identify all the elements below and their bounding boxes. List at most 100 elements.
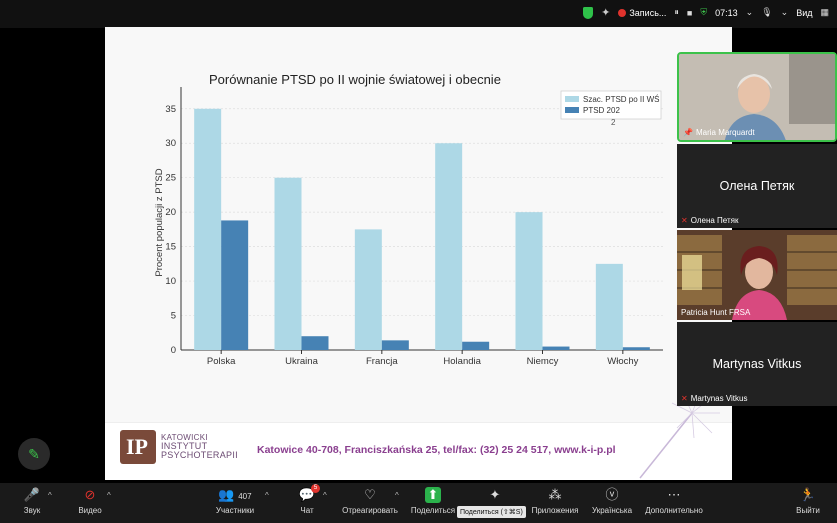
participant-display-name: Олена Петяк <box>719 179 795 193</box>
participant-name: Maria Marquardt <box>695 128 755 137</box>
x-tick-label: Niemcy <box>527 356 559 367</box>
ptsd-bar-chart: Porównanie PTSD po II wojnie światowej i… <box>154 72 663 367</box>
y-tick-label: 15 <box>165 242 176 253</box>
chevron-up-icon[interactable]: ^ <box>107 491 111 500</box>
chevron-down-icon[interactable]: ⌄ <box>745 7 754 17</box>
exit-label: Выйти <box>796 506 820 515</box>
y-tick-label: 20 <box>165 207 176 218</box>
meeting-toolbar: 🎤 Звук ^ ⊘ Видео ^ 👥 407 Участники ^ 💬 5 … <box>0 483 837 523</box>
pause-icon[interactable]: ⏸ <box>674 7 679 17</box>
camera-off-icon: ⊘ <box>84 487 96 502</box>
bar-ww2 <box>274 177 302 350</box>
mic-muted-icon: ✕ <box>681 394 688 403</box>
share-up-arrow-icon: ⬆ <box>425 487 441 503</box>
language-button[interactable]: ⓥ Українська <box>588 487 636 515</box>
bar-now <box>622 347 650 350</box>
bar-ww2 <box>194 108 222 350</box>
institute-logo: IP <box>120 430 156 464</box>
sparkle-icon: ✦ <box>489 487 501 502</box>
participant-tile-4[interactable]: Martynas Vitkus ✕ Martynas Vitkus <box>677 322 837 406</box>
x-tick-label: Włochy <box>607 356 638 367</box>
y-tick-label: 10 <box>165 276 176 287</box>
language-label: Українська <box>591 506 633 515</box>
ai-companion-button[interactable]: ✦ <box>480 487 510 506</box>
stop-icon[interactable]: ■ <box>686 7 693 18</box>
shared-screen: Porównanie PTSD po II wojnie światowej i… <box>105 27 732 480</box>
share-button[interactable]: ⬆ Поделиться <box>406 487 460 515</box>
institute-name: KATOWICKI INSTYTUT PSYCHOTERAPII <box>161 433 238 460</box>
legend-swatch <box>565 107 579 113</box>
participant-video <box>677 230 837 320</box>
audio-label: Звук <box>23 506 41 515</box>
react-label: Отреагировать <box>342 506 398 515</box>
audio-button[interactable]: 🎤 Звук <box>14 487 50 515</box>
y-tick-label: 25 <box>165 173 176 184</box>
annotate-pen-button[interactable]: ✎ <box>18 438 50 470</box>
ai-companion-icon[interactable]: ✦ <box>601 7 611 19</box>
meeting-timer: 07:13 <box>715 7 738 18</box>
address-text: Katowice 40-708, Franciszkańska 25, tel/… <box>257 444 616 456</box>
grid-view-icon[interactable]: ▦ <box>820 7 829 17</box>
x-tick-label: Holandia <box>443 356 481 367</box>
more-button[interactable]: ⋯ Дополнительно <box>642 487 706 515</box>
participants-button[interactable]: 👥 407 Участники <box>208 487 262 515</box>
chart-area: Porównanie PTSD po II wojnie światowej i… <box>105 27 732 422</box>
more-dots-icon: ⋯ <box>667 487 681 502</box>
mic-muted-icon: ✕ <box>681 216 688 225</box>
x-tick-label: Francja <box>366 356 398 367</box>
x-tick-label: Polska <box>207 356 236 367</box>
bar-now <box>542 346 570 350</box>
share-tooltip: Поделиться (⇧⌘S) <box>457 506 526 518</box>
slide-footer: IP KATOWICKI INSTYTUT PSYCHOTERAPII Kato… <box>105 387 732 480</box>
legend-label-wrap: 2 <box>611 118 616 127</box>
chevron-up-icon[interactable]: ^ <box>48 491 52 500</box>
chat-icon: 💬 5 <box>298 484 320 503</box>
legend-label: Szac. PTSD po II WŚ <box>583 95 659 104</box>
chevron-up-icon[interactable]: ^ <box>323 491 327 500</box>
video-button[interactable]: ⊘ Видео <box>70 487 110 515</box>
bar-now <box>301 336 329 350</box>
participant-tile-3[interactable]: Patricia Hunt FRSA <box>677 230 837 320</box>
heart-icon: ♡ <box>364 487 376 502</box>
participant-tile-2[interactable]: Олена Петяк ✕ Олена Петяк <box>677 144 837 228</box>
participant-display-name: Martynas Vitkus <box>712 357 802 371</box>
pen-icon: ✎ <box>28 446 40 462</box>
shield-small-icon: ⛨ <box>700 7 708 17</box>
chat-button[interactable]: 💬 5 Чат <box>292 484 322 515</box>
exit-button[interactable]: 🏃 Выйти <box>792 487 824 515</box>
language-icon: ⓥ <box>605 487 619 502</box>
react-button[interactable]: ♡ Отреагировать <box>338 487 402 515</box>
video-label: Видео <box>78 506 102 515</box>
chevron-down-icon[interactable]: ⌄ <box>780 7 789 17</box>
y-tick-label: 0 <box>171 345 176 356</box>
recording-label: Запись... <box>629 7 667 18</box>
recording-indicator[interactable]: Запись... <box>618 8 666 18</box>
y-tick-label: 30 <box>165 138 176 149</box>
exit-icon: 🏃 <box>799 487 817 502</box>
participant-name: Martynas Vitkus <box>690 394 748 403</box>
chevron-up-icon[interactable]: ^ <box>395 491 399 500</box>
apps-label: Приложения <box>531 506 579 515</box>
chat-badge: 5 <box>311 484 320 493</box>
logo-line1: KATOWICKI <box>161 433 208 442</box>
bar-ww2 <box>435 143 463 350</box>
chart-title: Porównanie PTSD po II wojnie światowej i… <box>209 72 501 87</box>
security-shield-icon[interactable] <box>583 6 594 19</box>
chevron-up-icon[interactable]: ^ <box>265 491 269 500</box>
participant-name: Олена Петяк <box>690 216 739 225</box>
participants-label: Участники <box>215 506 255 515</box>
bar-now <box>221 220 249 350</box>
legend-label: PTSD 202 <box>583 106 620 115</box>
apps-button[interactable]: ⁂ Приложения <box>528 487 582 515</box>
view-button[interactable]: Вид <box>796 7 813 18</box>
legend-box <box>560 90 662 120</box>
apps-icon: ⁂ <box>548 487 562 502</box>
bar-now <box>381 340 409 350</box>
more-label: Дополнительно <box>645 506 703 515</box>
x-tick-label: Ukraina <box>285 356 318 367</box>
participant-tile-1[interactable]: 📌 Maria Marquardt <box>677 52 837 142</box>
bar-ww2 <box>515 212 543 350</box>
chat-label: Чат <box>300 506 314 515</box>
mic-icon[interactable]: 🎙 <box>761 7 773 17</box>
legend-swatch <box>565 96 579 102</box>
